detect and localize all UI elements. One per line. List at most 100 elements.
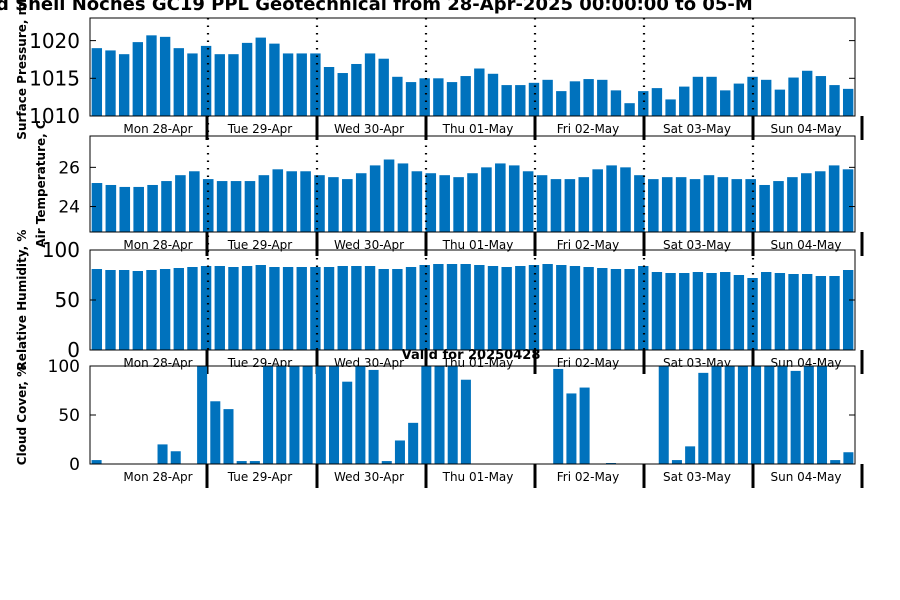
bar [501, 267, 512, 350]
bar [569, 266, 581, 350]
bar [689, 179, 701, 232]
day-label: Sun 04-May [770, 122, 841, 136]
bar [842, 88, 854, 116]
bar [434, 366, 445, 464]
bar [542, 264, 553, 350]
bar [189, 171, 200, 232]
bar [310, 53, 321, 116]
bar [648, 179, 659, 232]
bar [610, 269, 622, 350]
bar [381, 461, 392, 464]
day-label: Sun 04-May [770, 470, 841, 484]
day-label: Thu 01-May [442, 122, 514, 136]
bar [556, 265, 567, 350]
day-label: Fri 02-May [557, 470, 620, 484]
bar [515, 85, 526, 116]
bar [230, 181, 242, 232]
bar [282, 267, 294, 350]
y-tick-label: 1010 [29, 104, 80, 128]
bar [421, 366, 432, 464]
day-label: Mon 28-Apr [123, 356, 192, 370]
bar [761, 79, 772, 116]
bar [433, 264, 444, 350]
bar [747, 278, 758, 350]
bar [132, 42, 143, 117]
bar [842, 169, 854, 232]
y-tick-label: 1015 [29, 67, 80, 91]
bar [830, 460, 841, 464]
bar [159, 36, 171, 116]
bar [773, 181, 784, 232]
bar [747, 76, 758, 116]
bar [439, 175, 450, 232]
bar [214, 54, 225, 116]
y-tick-label: 0 [67, 338, 80, 362]
axes-frame [89, 17, 856, 117]
bar [467, 173, 478, 232]
bar [495, 163, 506, 232]
bar [446, 264, 458, 350]
bar [761, 272, 772, 350]
bar [731, 179, 743, 232]
bar [651, 88, 663, 116]
day-label: Tue 29-Apr [227, 470, 292, 484]
axes-frame [89, 135, 856, 233]
bar [803, 366, 814, 464]
bar [802, 70, 813, 116]
day-label: Fri 02-May [557, 238, 620, 252]
bar [764, 366, 775, 464]
bar [405, 267, 417, 350]
bar [679, 273, 690, 350]
bar [828, 165, 840, 232]
bar [200, 266, 212, 350]
day-label: Wed 30-Apr [334, 122, 404, 136]
bar [197, 366, 208, 464]
bar [817, 366, 828, 464]
bar [159, 269, 171, 350]
bar [419, 265, 430, 350]
bar [355, 173, 367, 232]
y-tick-label: 50 [58, 406, 80, 426]
bar [255, 265, 266, 350]
bar [329, 366, 340, 464]
bar [638, 266, 649, 350]
bar [187, 267, 198, 350]
bar [411, 171, 423, 232]
bar [671, 460, 682, 464]
bar [453, 177, 464, 232]
bar [214, 266, 225, 350]
bar [566, 393, 577, 464]
bar [733, 83, 745, 116]
bar [323, 267, 335, 350]
bar [501, 85, 512, 116]
bar [272, 169, 284, 232]
bar [447, 366, 458, 464]
bar [119, 186, 131, 232]
bar [550, 179, 562, 232]
bar [187, 53, 198, 116]
bar [118, 270, 130, 350]
bar [706, 273, 717, 350]
y-tick-label: 1020 [29, 29, 80, 53]
bar [228, 267, 239, 350]
bar [132, 271, 143, 350]
bar [620, 167, 631, 232]
bar [460, 379, 471, 464]
panel-2: 24 26 Air Temperature, C Mon 28-Apr Tue 29-A… [34, 120, 864, 256]
bar [460, 76, 471, 116]
bar [175, 175, 186, 232]
bar [173, 48, 184, 116]
bar [711, 366, 722, 464]
bar [91, 48, 103, 116]
bar [394, 440, 405, 464]
day-label: Tue 29-Apr [227, 238, 292, 252]
bar [157, 444, 168, 464]
bar [146, 270, 157, 350]
bar [487, 266, 499, 350]
bar [405, 82, 417, 116]
bar [720, 90, 731, 116]
bar [787, 177, 798, 232]
y-axis-label: Cloud Cover, % [15, 365, 29, 465]
bar [200, 45, 212, 116]
